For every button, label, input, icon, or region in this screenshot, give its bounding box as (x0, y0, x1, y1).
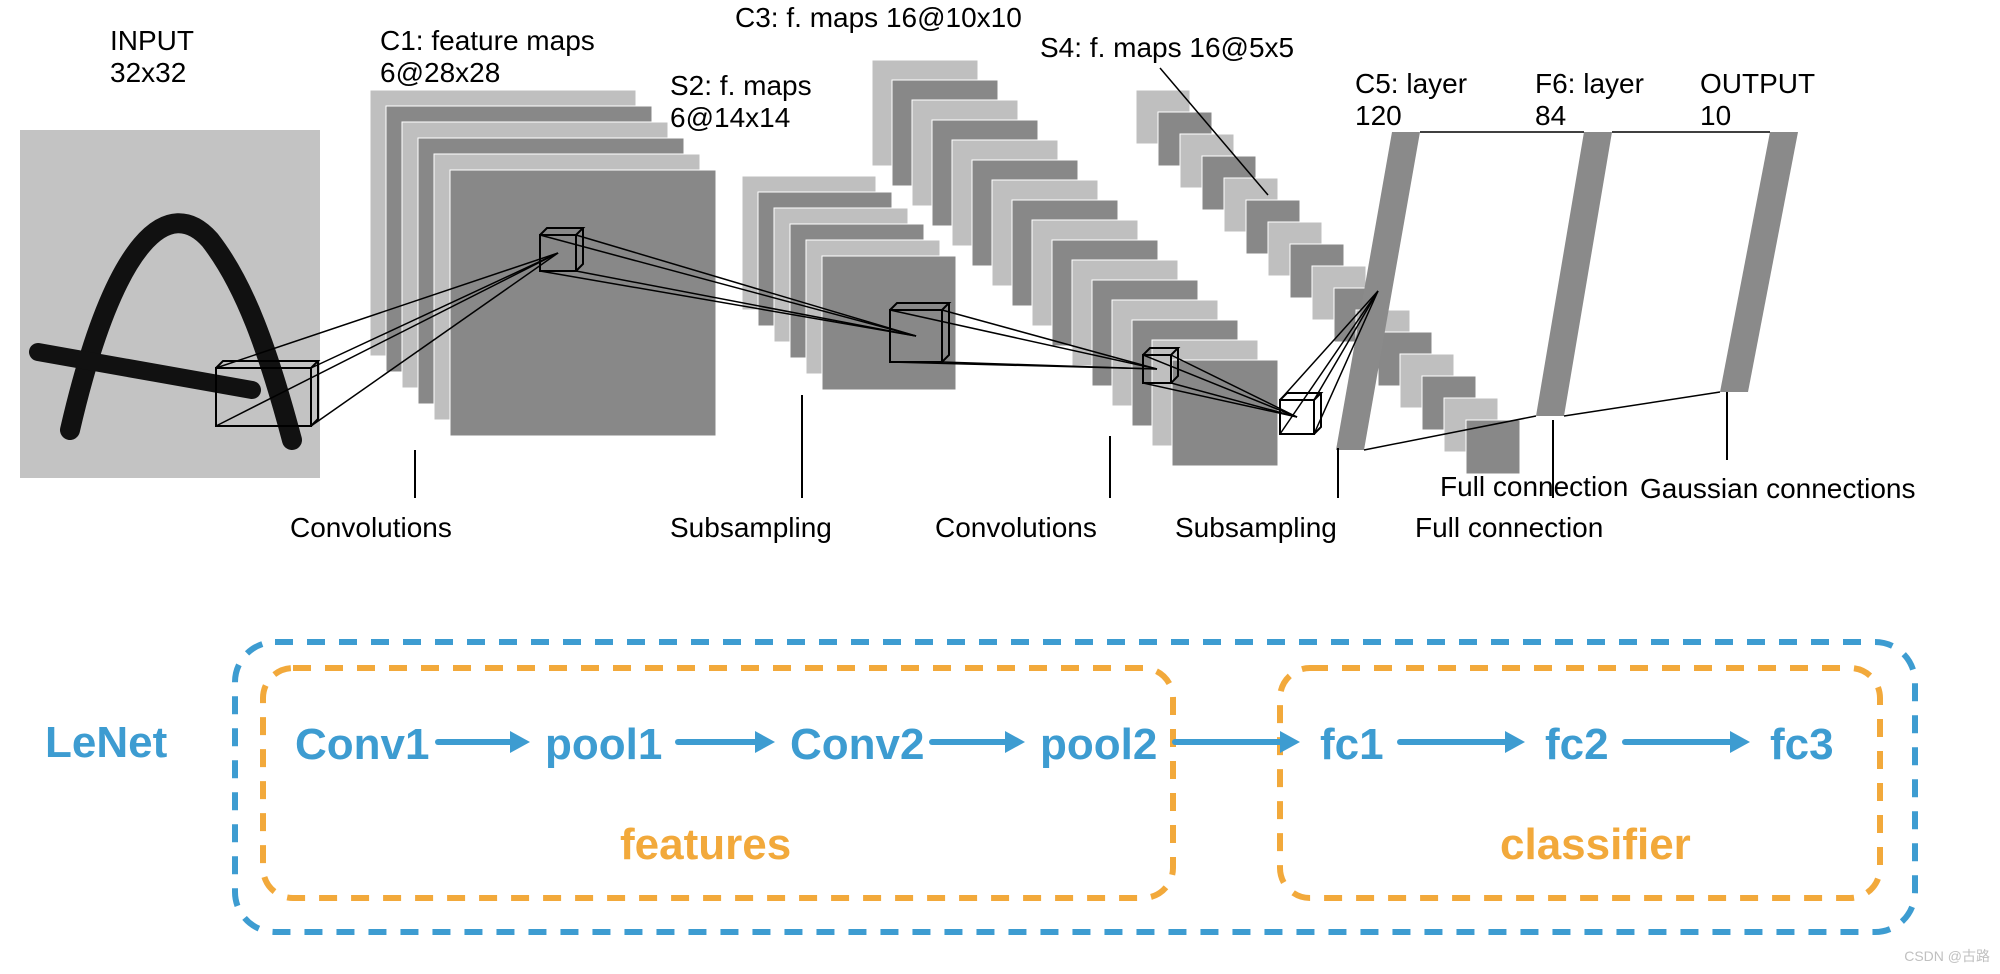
flow-node-pool1: pool1 (545, 720, 662, 770)
flow-node-conv2: Conv2 (790, 720, 924, 770)
flow-node-fc2: fc2 (1545, 720, 1609, 770)
features-group-label: features (620, 820, 791, 870)
watermark: CSDN @古路 (1904, 946, 1990, 966)
lenet-title: LeNet (45, 718, 167, 768)
lenet-flow-diagram (0, 0, 2000, 974)
flow-node-fc1: fc1 (1320, 720, 1384, 770)
flow-node-pool2: pool2 (1040, 720, 1157, 770)
classifier-group-label: classifier (1500, 820, 1691, 870)
flow-node-conv1: Conv1 (295, 720, 429, 770)
flow-node-fc3: fc3 (1770, 720, 1834, 770)
